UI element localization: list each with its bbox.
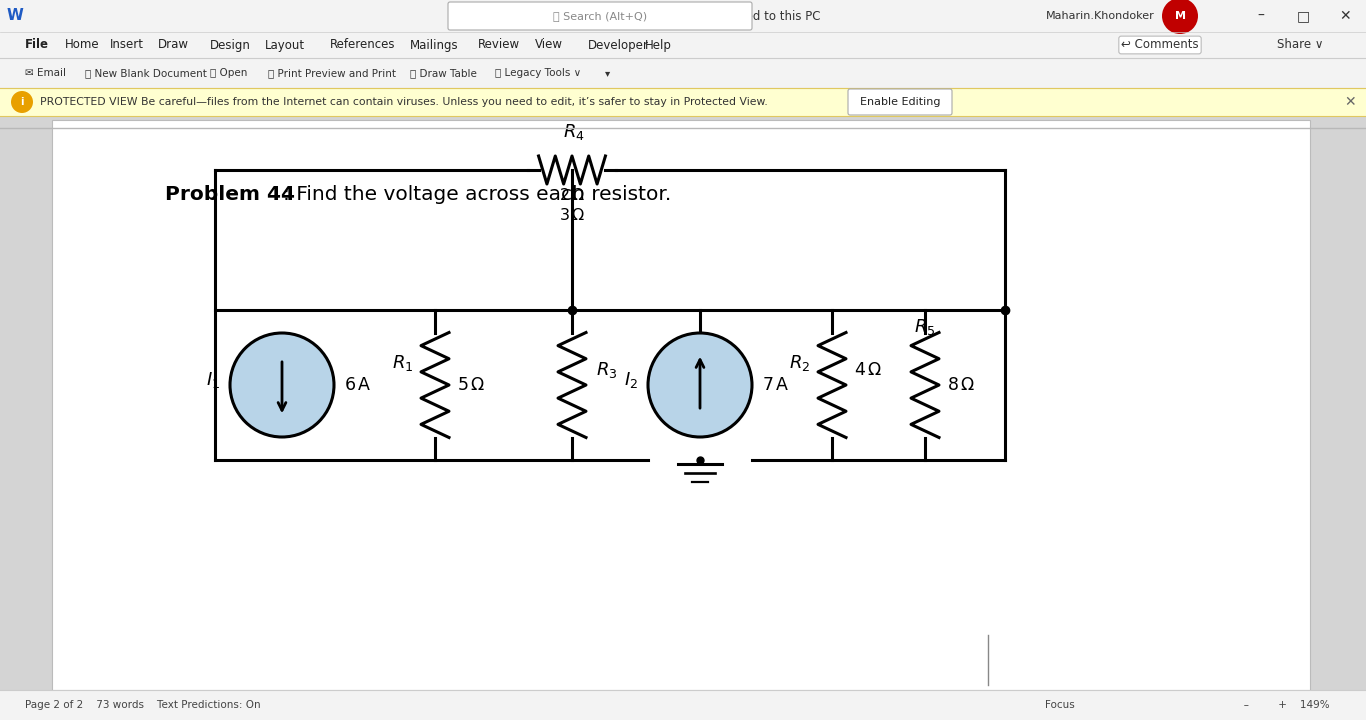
- Text: Focus                                                    –         +    149%: Focus – + 149%: [1045, 700, 1330, 710]
- Bar: [0, 88, 1366, 116]
- Text: Problem 44: Problem 44: [165, 186, 295, 204]
- Text: ↩ Comments: ↩ Comments: [1121, 38, 1199, 52]
- Text: $7\,\mathrm{A}$: $7\,\mathrm{A}$: [762, 376, 790, 394]
- Text: Mailings: Mailings: [410, 38, 459, 52]
- Text: Enable Editing: Enable Editing: [859, 97, 940, 107]
- Text: Layout: Layout: [265, 38, 305, 52]
- FancyBboxPatch shape: [848, 89, 952, 115]
- Text: hw4_Nodal - Protected View • Saved to this PC: hw4_Nodal - Protected View • Saved to th…: [545, 9, 821, 22]
- Text: ✉ Email: ✉ Email: [25, 68, 66, 78]
- Text: $I_1$: $I_1$: [206, 370, 220, 390]
- Bar: [0, 58, 1366, 88]
- Text: Design: Design: [210, 38, 251, 52]
- Text: $R_2$: $R_2$: [788, 353, 810, 373]
- Text: Review: Review: [478, 38, 520, 52]
- Text: $3\,\Omega$: $3\,\Omega$: [559, 207, 585, 223]
- Text: 📊 Draw Table: 📊 Draw Table: [410, 68, 477, 78]
- Bar: [0, 0, 1366, 32]
- Text: $4\,\Omega$: $4\,\Omega$: [854, 361, 882, 379]
- Text: Page 2 of 2    73 words    Text Predictions: On: Page 2 of 2 73 words Text Predictions: O…: [25, 700, 261, 710]
- Text: $5\,\Omega$: $5\,\Omega$: [458, 376, 485, 394]
- Text: $R_3$: $R_3$: [596, 360, 617, 380]
- Text: Developer: Developer: [587, 38, 649, 52]
- Text: $6\,\mathrm{A}$: $6\,\mathrm{A}$: [344, 376, 372, 394]
- Text: 📂 Open: 📂 Open: [210, 68, 247, 78]
- Bar: [0, 32, 1366, 58]
- Text: Share ∨: Share ∨: [1277, 38, 1324, 52]
- Text: Insert: Insert: [111, 38, 143, 52]
- Text: i: i: [20, 97, 23, 107]
- Text: 🔧 Legacy Tools ∨: 🔧 Legacy Tools ∨: [494, 68, 582, 78]
- Text: PROTECTED VIEW Be careful—files from the Internet can contain viruses. Unless yo: PROTECTED VIEW Be careful—files from the…: [40, 97, 768, 107]
- Text: $R_4$: $R_4$: [563, 122, 585, 142]
- Text: $8\,\Omega$: $8\,\Omega$: [947, 376, 975, 394]
- Text: ✕: ✕: [1339, 9, 1351, 23]
- Text: References: References: [331, 38, 396, 52]
- Text: ▾: ▾: [605, 68, 611, 78]
- Circle shape: [1162, 0, 1198, 34]
- Text: Help: Help: [645, 38, 672, 52]
- Text: Maharin.Khondoker: Maharin.Khondoker: [1045, 11, 1154, 21]
- Circle shape: [229, 333, 335, 437]
- Text: Draw: Draw: [158, 38, 189, 52]
- Text: : Find the voltage across each resistor.: : Find the voltage across each resistor.: [283, 186, 671, 204]
- Text: 🔍 Search (Alt+Q): 🔍 Search (Alt+Q): [553, 11, 647, 21]
- Text: $I_2$: $I_2$: [624, 370, 638, 390]
- Text: $2\,\Omega$: $2\,\Omega$: [559, 187, 585, 203]
- FancyBboxPatch shape: [448, 2, 753, 30]
- Text: File: File: [25, 38, 49, 52]
- Text: $R_1$: $R_1$: [392, 353, 413, 373]
- Text: Home: Home: [66, 38, 100, 52]
- Text: ✕: ✕: [1344, 95, 1356, 109]
- Text: M: M: [1175, 11, 1186, 21]
- Bar: [0, 690, 1366, 720]
- FancyBboxPatch shape: [52, 120, 1310, 690]
- Text: $R_5$: $R_5$: [914, 317, 936, 337]
- Text: –: –: [1258, 9, 1265, 23]
- Circle shape: [647, 333, 753, 437]
- Text: W: W: [7, 9, 23, 24]
- Text: 🖨 Print Preview and Print: 🖨 Print Preview and Print: [268, 68, 396, 78]
- Text: 📄 New Blank Document: 📄 New Blank Document: [85, 68, 206, 78]
- Text: □: □: [1296, 9, 1310, 23]
- Circle shape: [11, 91, 33, 113]
- Text: View: View: [535, 38, 563, 52]
